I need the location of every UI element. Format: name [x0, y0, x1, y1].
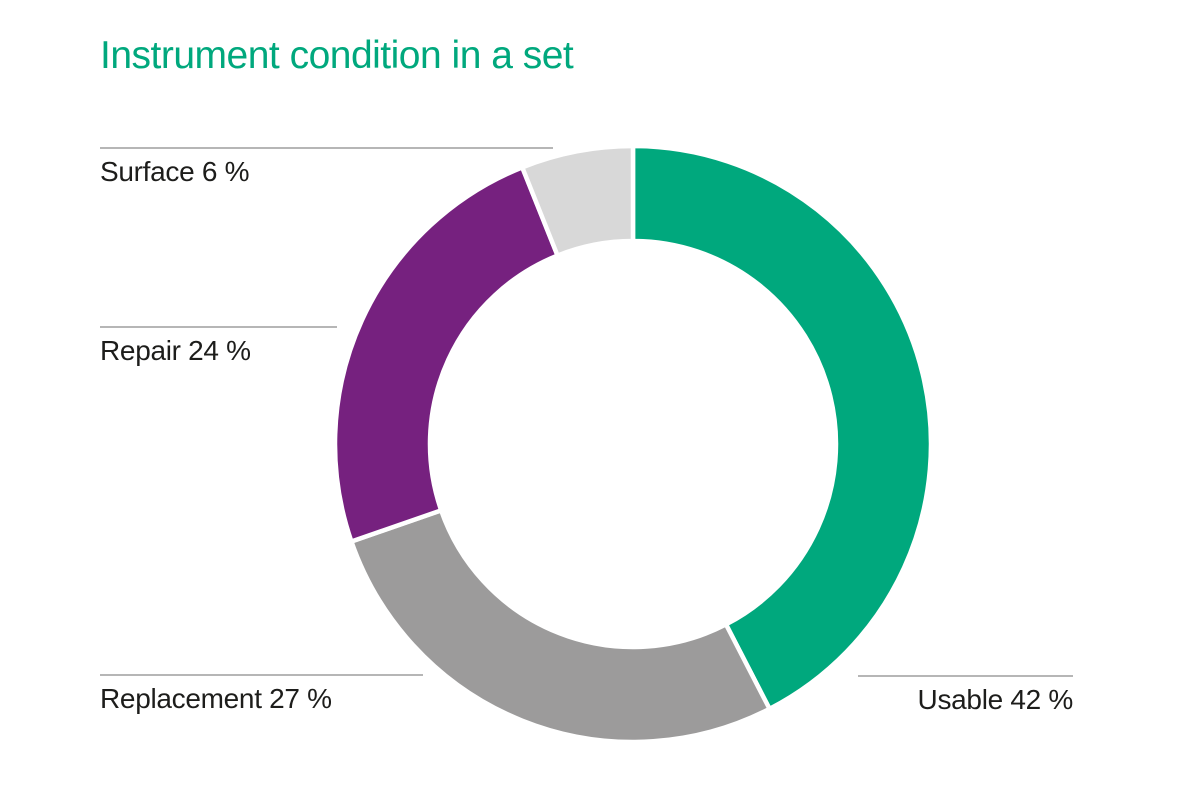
- callout-label-surface: Surface 6 %: [100, 156, 250, 187]
- donut-segments-group: [332, 143, 934, 745]
- callout-label-replacement: Replacement 27 %: [100, 683, 332, 714]
- donut-segment-surface: [519, 143, 636, 259]
- page-title: Instrument condition in a set: [100, 34, 574, 77]
- callout-label-usable: Usable 42 %: [917, 684, 1074, 715]
- callout-label-repair: Repair 24 %: [100, 335, 251, 366]
- donut-segment-replacement: [348, 507, 773, 745]
- donut-segment-repair: [332, 164, 561, 545]
- donut-segment-usable: [630, 143, 934, 712]
